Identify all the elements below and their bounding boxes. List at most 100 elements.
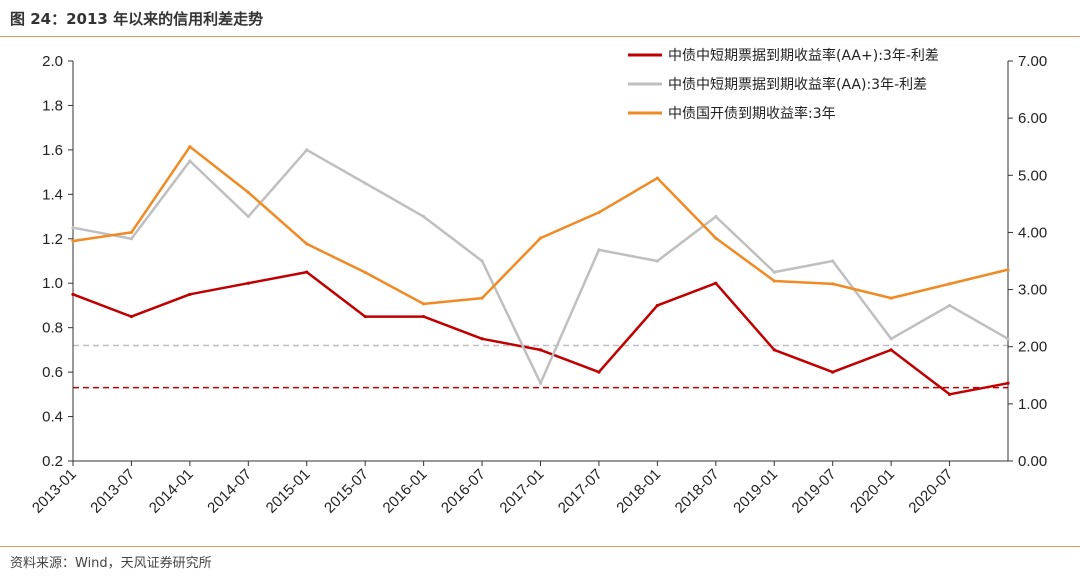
y-left-tick-label: 1.4 xyxy=(42,186,63,203)
source-note: 资料来源：Wind，天风证券研究所 xyxy=(10,556,212,571)
series-1-point xyxy=(1006,381,1010,385)
x-tick-label: 2020-01 xyxy=(847,466,898,517)
y-left-tick-label: 0.2 xyxy=(42,453,63,470)
x-tick-label: 2018-07 xyxy=(672,466,723,517)
series-3-point xyxy=(480,296,484,300)
series-1-point xyxy=(714,281,718,285)
footer-rule xyxy=(0,546,1080,547)
series-2-point xyxy=(772,270,776,274)
series-2-point xyxy=(597,248,601,252)
x-tick-label: 2019-07 xyxy=(789,466,840,517)
series-1-point xyxy=(305,270,309,274)
series-line-1 xyxy=(71,270,1010,396)
series-1-point xyxy=(889,348,893,352)
series-2-point xyxy=(714,214,718,219)
x-tick-label: 2013-07 xyxy=(87,466,138,517)
x-tick-label: 2015-01 xyxy=(263,466,314,517)
series-1-point xyxy=(188,292,192,296)
series-2-point xyxy=(831,259,835,263)
x-tick-label: 2016-07 xyxy=(438,466,489,517)
series-1-point xyxy=(363,314,367,319)
y-right-tick-label: 5.00 xyxy=(1018,167,1047,184)
y-right-tick-label: 0.00 xyxy=(1018,453,1047,470)
series-2-point xyxy=(480,259,484,263)
series-2-point xyxy=(538,381,543,385)
series-2-point xyxy=(188,159,192,163)
x-tick-label: 2017-07 xyxy=(555,466,606,517)
series-lines xyxy=(71,145,1010,396)
series-3-point xyxy=(305,242,309,246)
series-3-point xyxy=(772,279,776,283)
y-right-tick-label: 6.00 xyxy=(1018,110,1047,127)
series-1-point xyxy=(655,303,659,308)
legend-label-1: 中债中短期票据到期收益率(AA+):3年-利差 xyxy=(668,47,939,64)
x-tick-label: 2020-07 xyxy=(905,466,956,517)
reference-lines xyxy=(73,344,1008,389)
x-tick-label: 2015-07 xyxy=(321,466,372,517)
x-tick-label: 2014-07 xyxy=(204,466,255,517)
x-tick-label: 2019-01 xyxy=(730,466,781,517)
y-left-tick-label: 1.8 xyxy=(42,97,63,114)
series-1-point xyxy=(772,348,776,352)
x-tick-label: 2016-01 xyxy=(379,466,430,517)
series-1-point xyxy=(597,370,601,374)
series-2-point xyxy=(422,214,426,219)
y-left-tick-label: 0.6 xyxy=(42,364,63,381)
series-2-point xyxy=(71,226,75,230)
series-3-point xyxy=(597,210,601,215)
x-tick-label: 2017-01 xyxy=(496,466,547,517)
series-3-point xyxy=(714,236,718,240)
series-3-point xyxy=(188,145,192,149)
title-rule xyxy=(0,36,1080,37)
series-3-point xyxy=(246,190,250,195)
series-3-point xyxy=(947,282,952,286)
y-left-tick-label: 1.0 xyxy=(42,275,63,292)
series-2-point xyxy=(947,303,952,308)
legend-label-3: 中债国开债到期收益率:3年 xyxy=(668,105,836,122)
legend-label-2: 中债中短期票据到期收益率(AA):3年-利差 xyxy=(668,76,927,93)
series-3-point xyxy=(889,296,893,300)
series-1-point xyxy=(71,292,75,296)
series-2-point xyxy=(129,237,134,241)
legend: 中债中短期票据到期收益率(AA+):3年-利差中债中短期票据到期收益率(AA):… xyxy=(628,47,939,122)
series-line-3 xyxy=(71,145,1010,306)
series-1-point xyxy=(947,392,952,396)
series-1-point xyxy=(831,370,835,374)
series-2-point xyxy=(1006,337,1010,341)
x-tick-label: 2018-01 xyxy=(613,466,664,517)
series-3-point xyxy=(538,236,543,240)
credit-spread-chart: 2.0 1.8 1.6 1.4 1.2 1.0 0.8 0.6 0.4 0.2 7.00 6.00 5.… xyxy=(29,47,1047,517)
series-1-point xyxy=(422,314,426,319)
y-right-tick-label: 4.00 xyxy=(1018,224,1047,241)
y-right-tick-label: 3.00 xyxy=(1018,282,1047,299)
series-3-point xyxy=(363,270,367,275)
series-2-point xyxy=(246,214,250,219)
y-right-tick-label: 7.00 xyxy=(1018,53,1047,70)
series-3-point xyxy=(655,176,659,180)
series-2-point xyxy=(363,181,367,185)
series-3-point xyxy=(831,282,835,286)
series-3-point xyxy=(129,230,134,235)
series-3-point xyxy=(1006,267,1010,272)
y-left-tick-label: 0.4 xyxy=(42,409,63,426)
x-tick-label: 2013-01 xyxy=(29,466,80,517)
series-1-point xyxy=(129,314,134,319)
y-left-tick-label: 0.8 xyxy=(42,320,63,337)
series-1-point xyxy=(538,348,543,352)
figure-title: 图 24：2013 年以来的信用利差走势 xyxy=(10,10,264,28)
axes: 2.0 1.8 1.6 1.4 1.2 1.0 0.8 0.6 0.4 0.2 7.00 6.00 5.… xyxy=(29,53,1047,517)
y-left-tick-label: 1.2 xyxy=(42,231,63,248)
series-2-point xyxy=(889,337,893,341)
series-1-point xyxy=(246,281,250,285)
x-tick-label: 2014-01 xyxy=(146,466,197,517)
series-2-point xyxy=(305,148,309,152)
series-1-point xyxy=(480,337,484,341)
series-3-point xyxy=(422,302,426,306)
series-line-2 xyxy=(71,148,1010,385)
y-right-tick-label: 2.00 xyxy=(1018,339,1047,356)
series-2-point xyxy=(655,259,659,263)
y-left-tick-label: 2.0 xyxy=(42,53,63,70)
series-3-point xyxy=(71,239,75,243)
y-left-tick-label: 1.6 xyxy=(42,142,63,159)
y-right-tick-label: 1.00 xyxy=(1018,396,1047,413)
